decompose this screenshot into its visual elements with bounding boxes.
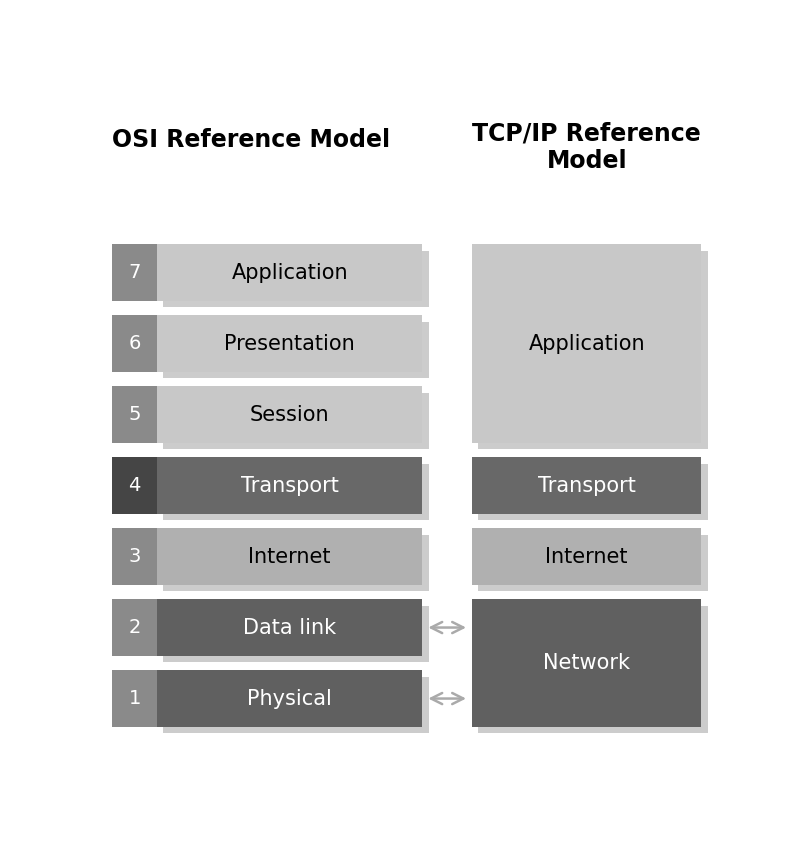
Text: 1: 1 [129, 689, 141, 708]
Bar [157, 316, 422, 372]
Bar [112, 670, 157, 727]
Text: OSI Reference Model: OSI Reference Model [112, 128, 390, 151]
Bar [157, 457, 422, 514]
Text: Presentation: Presentation [224, 333, 355, 354]
Text: 5: 5 [129, 405, 141, 424]
Bar [163, 677, 429, 733]
Bar [472, 244, 702, 442]
Text: 3: 3 [129, 547, 141, 566]
Text: TCP/IP Reference
Model: TCP/IP Reference Model [472, 121, 701, 173]
Text: Data link: Data link [243, 618, 336, 638]
Text: 2: 2 [129, 618, 141, 637]
Bar [163, 321, 429, 378]
Bar [112, 386, 157, 442]
Bar [112, 244, 157, 301]
Text: Application: Application [528, 333, 645, 354]
Bar [478, 464, 708, 520]
Bar [112, 599, 157, 656]
Bar [163, 535, 429, 591]
Bar [157, 670, 422, 727]
Bar [112, 457, 157, 514]
Bar [478, 606, 708, 733]
Text: Physical: Physical [247, 689, 332, 709]
Text: 4: 4 [129, 476, 141, 495]
Bar [157, 528, 422, 585]
Text: Network: Network [543, 653, 630, 673]
Bar [163, 464, 429, 520]
Bar [478, 250, 708, 449]
Text: Internet: Internet [546, 547, 628, 567]
Text: Internet: Internet [249, 547, 331, 567]
Bar [163, 393, 429, 449]
Text: Session: Session [250, 404, 330, 425]
Bar [163, 606, 429, 662]
Text: 7: 7 [129, 263, 141, 282]
Bar [478, 535, 708, 591]
Text: Application: Application [231, 262, 348, 283]
Text: 6: 6 [129, 334, 141, 353]
Bar [163, 250, 429, 307]
Bar [157, 386, 422, 442]
Bar [157, 244, 422, 301]
Bar [112, 316, 157, 372]
Bar [112, 528, 157, 585]
Bar [472, 457, 702, 514]
Bar [472, 528, 702, 585]
Text: Transport: Transport [241, 475, 338, 496]
Text: Transport: Transport [538, 475, 636, 496]
Bar [157, 599, 422, 656]
Bar [472, 599, 702, 727]
